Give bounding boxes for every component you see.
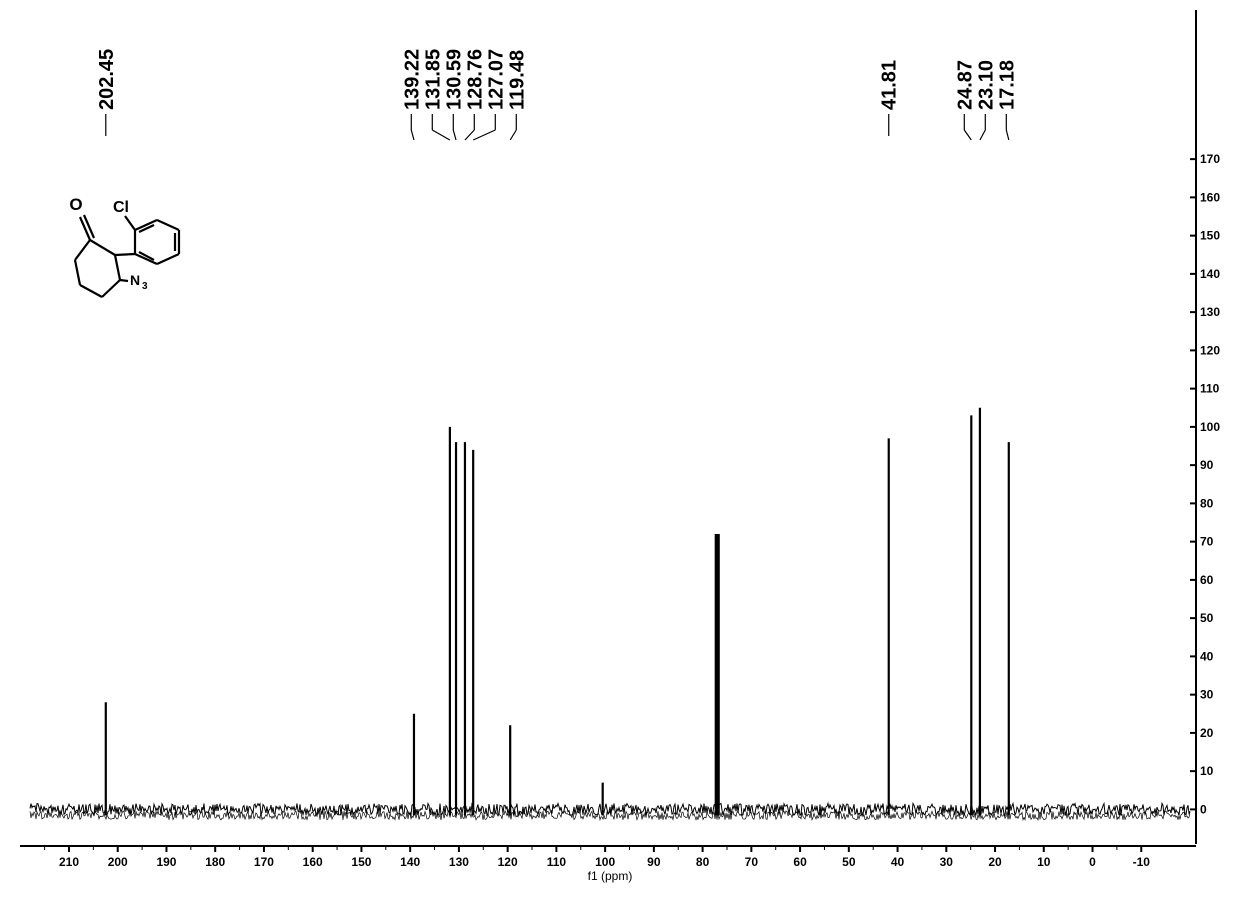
x-tick-label: 50 bbox=[842, 855, 856, 869]
x-tick-label: 150 bbox=[351, 855, 371, 869]
x-tick-label: 10 bbox=[1037, 855, 1051, 869]
peak-label-tie bbox=[453, 130, 456, 140]
peak-label-tie bbox=[432, 130, 450, 140]
peak-label: 128.76 bbox=[464, 49, 486, 110]
y-tick-label: 130 bbox=[1200, 305, 1220, 319]
x-axis-title: f1 (ppm) bbox=[588, 869, 633, 883]
x-tick-label: 20 bbox=[988, 855, 1002, 869]
y-tick-label: 50 bbox=[1200, 611, 1214, 625]
x-tick-label: 60 bbox=[793, 855, 807, 869]
peak-label-tie bbox=[510, 130, 516, 140]
x-tick-label: 170 bbox=[254, 855, 274, 869]
baseline-noise bbox=[30, 803, 1190, 815]
svg-text:Cl: Cl bbox=[113, 199, 129, 216]
peak-label-tie bbox=[411, 130, 414, 140]
y-tick-label: 30 bbox=[1200, 688, 1214, 702]
x-tick-label: -10 bbox=[1133, 855, 1151, 869]
nmr-spectrum-plot: 1701601501401301201101009080706050403020… bbox=[0, 0, 1240, 904]
peak-label-tie bbox=[465, 130, 474, 140]
y-tick-label: 170 bbox=[1200, 152, 1220, 166]
nmr-svg: 1701601501401301201101009080706050403020… bbox=[0, 0, 1240, 904]
x-tick-label: 0 bbox=[1089, 855, 1096, 869]
peak-label: 41.81 bbox=[879, 60, 901, 110]
svg-text:3: 3 bbox=[142, 281, 148, 292]
x-tick-label: 160 bbox=[303, 855, 323, 869]
peak-label: 127.07 bbox=[485, 49, 507, 110]
y-tick-label: 10 bbox=[1200, 764, 1214, 778]
y-tick-label: 100 bbox=[1200, 420, 1220, 434]
peak-label: 17.18 bbox=[996, 60, 1018, 110]
x-tick-label: 210 bbox=[59, 855, 79, 869]
x-tick-label: 70 bbox=[745, 855, 759, 869]
x-tick-label: 200 bbox=[108, 855, 128, 869]
y-tick-label: 150 bbox=[1200, 229, 1220, 243]
svg-text:O: O bbox=[69, 195, 82, 214]
peak-label-tie bbox=[473, 130, 495, 140]
molecule-structure: O N3 Cl bbox=[69, 195, 179, 297]
x-tick-label: 140 bbox=[400, 855, 420, 869]
peak-label-tie bbox=[964, 130, 971, 140]
x-tick-label: 190 bbox=[156, 855, 176, 869]
y-tick-label: 40 bbox=[1200, 649, 1214, 663]
peak-label-tie bbox=[980, 130, 985, 140]
x-tick-label: 40 bbox=[891, 855, 905, 869]
y-tick-label: 110 bbox=[1200, 382, 1220, 396]
svg-text:N: N bbox=[130, 272, 140, 288]
peak-label: 24.87 bbox=[954, 60, 976, 110]
x-tick-label: 110 bbox=[547, 855, 567, 869]
x-tick-label: 80 bbox=[696, 855, 710, 869]
y-tick-label: 160 bbox=[1200, 190, 1220, 204]
x-tick-label: 180 bbox=[205, 855, 225, 869]
y-tick-label: 0 bbox=[1200, 802, 1207, 816]
peak-label: 119.48 bbox=[506, 50, 528, 110]
y-tick-label: 80 bbox=[1200, 496, 1214, 510]
x-tick-label: 30 bbox=[940, 855, 954, 869]
y-tick-label: 140 bbox=[1200, 267, 1220, 281]
peak-label: 202.45 bbox=[96, 49, 118, 110]
y-tick-label: 20 bbox=[1200, 726, 1214, 740]
x-tick-label: 120 bbox=[498, 855, 518, 869]
peak-label: 130.59 bbox=[443, 49, 465, 110]
peak-label: 23.10 bbox=[975, 60, 997, 110]
y-tick-label: 120 bbox=[1200, 343, 1220, 357]
x-tick-label: 130 bbox=[449, 855, 469, 869]
x-tick-label: 90 bbox=[647, 855, 661, 869]
y-tick-label: 60 bbox=[1200, 573, 1214, 587]
y-tick-label: 90 bbox=[1200, 458, 1214, 472]
peak-label-tie bbox=[1006, 130, 1008, 140]
peak-label: 131.85 bbox=[422, 49, 444, 110]
peak-label: 139.22 bbox=[401, 49, 423, 110]
x-tick-label: 100 bbox=[595, 855, 615, 869]
y-tick-label: 70 bbox=[1200, 535, 1214, 549]
